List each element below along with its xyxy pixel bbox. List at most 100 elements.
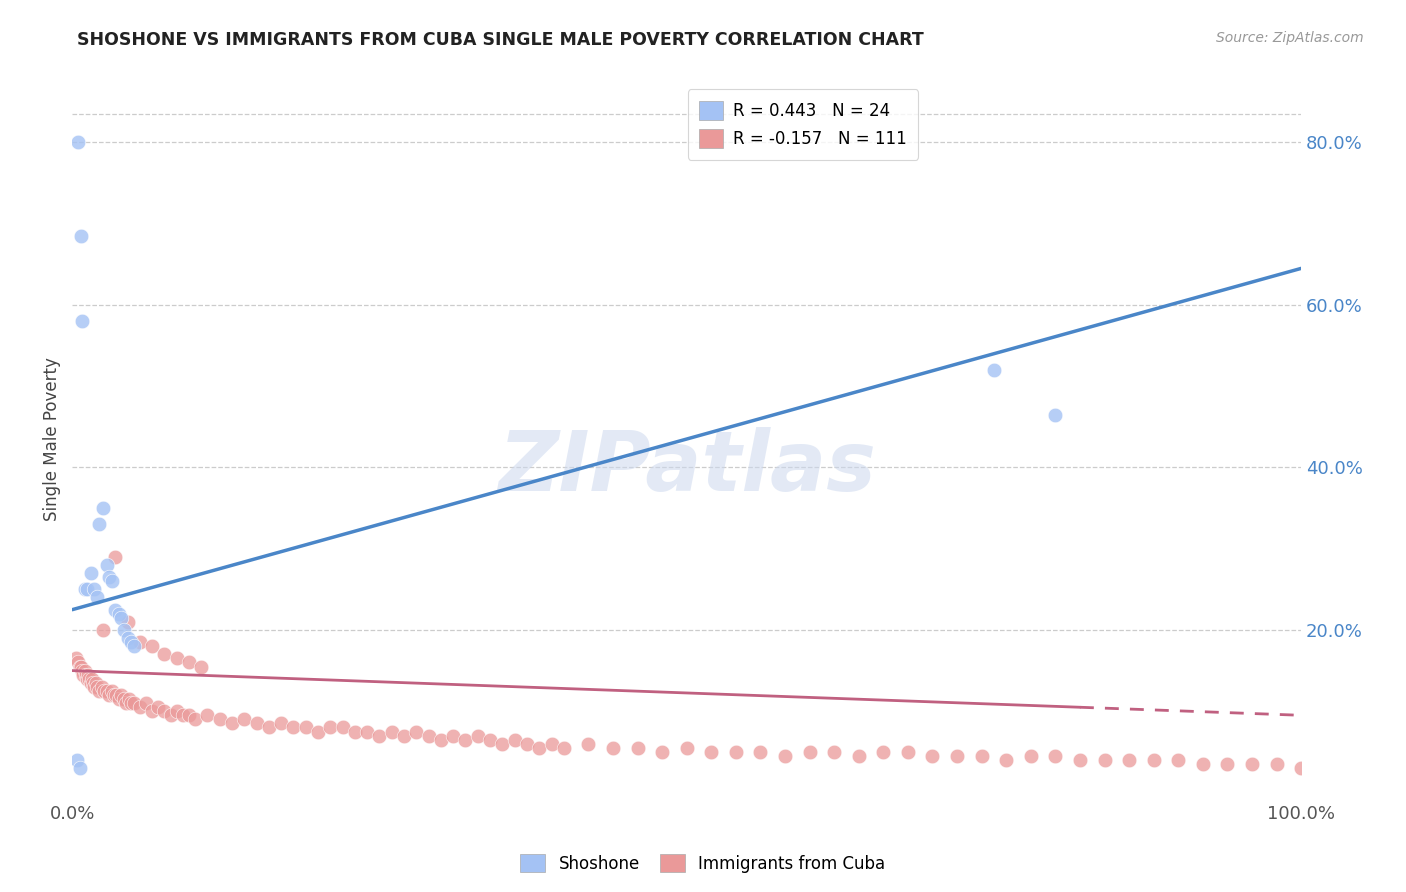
Text: ZIPatlas: ZIPatlas [498,427,876,508]
Point [848,748,870,763]
Point [117,615,139,629]
Point [153,648,176,662]
Point [86,680,108,694]
Point [430,732,453,747]
Point [70,664,93,678]
Point [77,667,100,681]
Point [405,724,427,739]
Point [368,729,391,743]
Point [100,684,122,698]
Point [1019,748,1042,763]
Point [105,688,128,702]
Point [153,704,176,718]
Point [332,721,354,735]
Point [1265,757,1288,772]
Point [104,602,127,616]
Legend: Shoshone, Immigrants from Cuba: Shoshone, Immigrants from Cuba [513,847,893,880]
Point [79,672,101,686]
Point [148,700,170,714]
Text: Source: ZipAtlas.com: Source: ZipAtlas.com [1216,31,1364,45]
Point [98,688,121,702]
Point [115,696,138,710]
Point [82,675,104,690]
Point [516,737,538,751]
Point [1118,753,1140,767]
Point [90,680,112,694]
Point [983,363,1005,377]
Point [69,659,91,673]
Point [1094,753,1116,767]
Point [120,696,142,710]
Legend: R = 0.443   N = 24, R = -0.157   N = 111: R = 0.443 N = 24, R = -0.157 N = 111 [688,89,918,160]
Point [970,748,993,763]
Point [467,729,489,743]
Point [1216,757,1239,772]
Point [626,740,648,755]
Point [177,708,200,723]
Point [117,631,139,645]
Point [381,724,404,739]
Point [245,716,267,731]
Point [83,680,105,694]
Point [166,651,188,665]
Point [110,611,132,625]
Point [73,664,96,678]
Point [1045,408,1067,422]
Point [128,700,150,714]
Point [93,684,115,698]
Point [553,740,575,755]
Point [83,582,105,597]
Point [995,753,1018,767]
Point [197,708,219,723]
Point [441,729,464,743]
Point [233,712,256,726]
Point [700,745,723,759]
Point [141,704,163,718]
Point [418,729,440,743]
Point [208,712,231,726]
Point [103,688,125,702]
Point [1045,748,1067,763]
Point [356,724,378,739]
Point [69,659,91,673]
Point [91,501,114,516]
Point [96,558,118,572]
Point [172,708,194,723]
Point [1289,761,1312,775]
Point [118,692,141,706]
Point [128,635,150,649]
Point [69,228,91,243]
Point [503,732,526,747]
Point [108,692,131,706]
Point [66,753,89,767]
Point [122,696,145,710]
Point [80,672,103,686]
Point [651,745,673,759]
Point [749,745,772,759]
Point [76,672,98,686]
Point [294,721,316,735]
Point [108,607,131,621]
Point [98,570,121,584]
Point [799,745,821,759]
Point [257,721,280,735]
Point [72,667,94,681]
Point [100,574,122,589]
Point [177,656,200,670]
Point [91,623,114,637]
Point [110,688,132,702]
Point [89,684,111,698]
Point [86,591,108,605]
Point [576,737,599,751]
Point [89,517,111,532]
Point [491,737,513,751]
Point [602,740,624,755]
Point [897,745,920,759]
Point [773,748,796,763]
Point [1191,757,1213,772]
Point [75,667,97,681]
Point [724,745,747,759]
Point [1069,753,1091,767]
Point [67,656,90,670]
Point [166,704,188,718]
